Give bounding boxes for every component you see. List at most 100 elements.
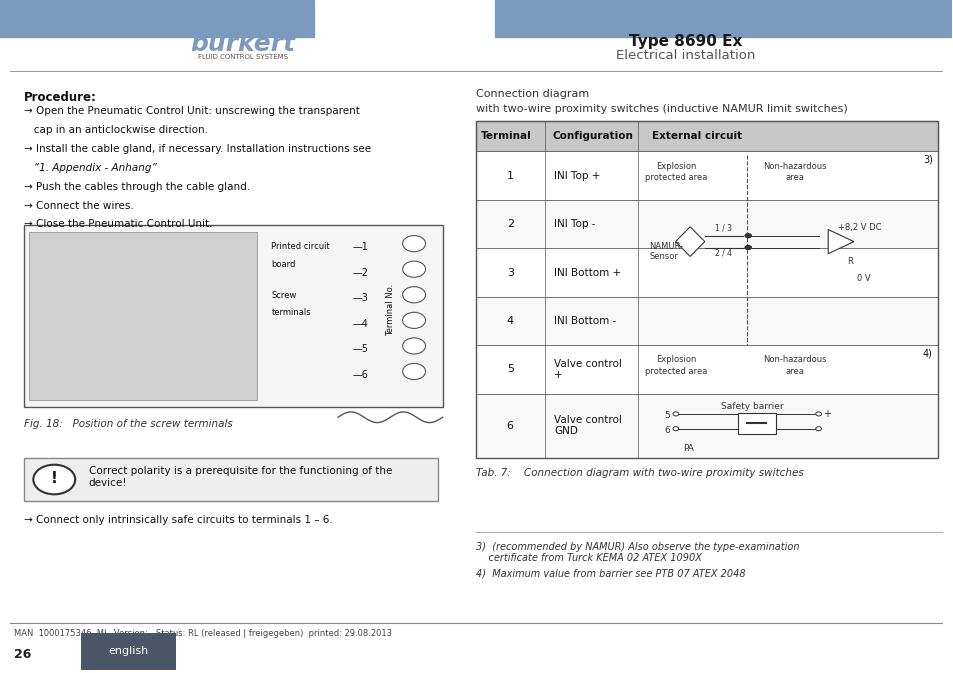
Circle shape — [402, 287, 425, 303]
Text: 1 / 3: 1 / 3 — [714, 223, 731, 232]
Text: bürkert: bürkert — [190, 32, 295, 56]
Text: Non-hazardous: Non-hazardous — [762, 162, 825, 170]
Text: Terminal: Terminal — [480, 131, 531, 141]
FancyBboxPatch shape — [24, 458, 437, 501]
Text: 5: 5 — [506, 365, 514, 374]
Text: board: board — [271, 260, 295, 269]
Bar — [476, 151, 937, 200]
Text: 3)  (recommended by NAMUR) Also observe the type-examination
    certificate fro: 3) (recommended by NAMUR) Also observe t… — [476, 542, 799, 563]
Text: Non-hazardous: Non-hazardous — [762, 355, 825, 364]
Text: Type 8690 Ex: Type 8690 Ex — [628, 34, 741, 49]
Bar — [81, 633, 176, 670]
Polygon shape — [675, 227, 704, 256]
Text: Printed circuit: Printed circuit — [271, 242, 330, 251]
Text: +8,2 V DC: +8,2 V DC — [837, 223, 881, 232]
Circle shape — [815, 412, 821, 416]
Text: —3: —3 — [352, 293, 368, 303]
Text: INI Bottom +: INI Bottom + — [554, 268, 620, 277]
Text: 4): 4) — [923, 349, 932, 359]
Text: —6: —6 — [352, 370, 368, 380]
Circle shape — [402, 236, 425, 252]
Circle shape — [33, 464, 75, 494]
Text: INI Bottom -: INI Bottom - — [554, 316, 616, 326]
Text: 4)  Maximum value from barrier see PTB 07 ATEX 2048: 4) Maximum value from barrier see PTB 07… — [476, 569, 745, 579]
Text: terminals: terminals — [271, 308, 311, 316]
Text: protected area: protected area — [644, 367, 706, 376]
Bar — [495, 0, 951, 37]
Text: → Connect the wires.: → Connect the wires. — [24, 201, 133, 211]
Text: !: ! — [51, 471, 57, 487]
Bar — [476, 297, 937, 345]
Text: Configuration: Configuration — [552, 131, 633, 141]
Text: → Install the cable gland, if necessary. Installation instructions see: → Install the cable gland, if necessary.… — [24, 144, 371, 154]
Text: Fig. 18:   Position of the screw terminals: Fig. 18: Position of the screw terminals — [24, 419, 233, 429]
Text: Valve control
+: Valve control + — [554, 359, 621, 380]
Text: —4: —4 — [352, 319, 368, 328]
Text: 4: 4 — [506, 316, 514, 326]
Text: area: area — [784, 173, 803, 182]
Text: —5: —5 — [352, 345, 368, 354]
Text: Safety barrier: Safety barrier — [720, 402, 782, 411]
Text: with two-wire proximity switches (inductive NAMUR limit switches): with two-wire proximity switches (induct… — [476, 104, 847, 114]
Text: 3: 3 — [506, 268, 514, 277]
Text: —1: —1 — [352, 242, 368, 252]
Text: 0 V: 0 V — [856, 274, 869, 283]
Text: cap in an anticlockwise direction.: cap in an anticlockwise direction. — [24, 125, 208, 135]
Text: FLUID CONTROL SYSTEMS: FLUID CONTROL SYSTEMS — [197, 55, 288, 60]
Bar — [476, 248, 937, 297]
Bar — [476, 394, 937, 458]
Polygon shape — [827, 229, 853, 254]
Text: “1. Appendix - Anhang”: “1. Appendix - Anhang” — [24, 163, 156, 173]
Text: Procedure:: Procedure: — [24, 91, 96, 104]
Bar — [0, 0, 314, 37]
Circle shape — [743, 245, 751, 250]
Text: area: area — [784, 367, 803, 376]
Circle shape — [743, 233, 751, 238]
Text: Tab. 7:    Connection diagram with two-wire proximity switches: Tab. 7: Connection diagram with two-wire… — [476, 468, 802, 478]
Text: R: R — [846, 257, 852, 267]
Text: → Close the Pneumatic Control Unit.: → Close the Pneumatic Control Unit. — [24, 219, 213, 229]
Bar — [476, 121, 937, 151]
Text: Valve control
GND: Valve control GND — [554, 415, 621, 437]
Bar — [737, 413, 775, 434]
Bar — [476, 345, 937, 394]
FancyBboxPatch shape — [24, 225, 442, 407]
Circle shape — [402, 312, 425, 328]
Text: protected area: protected area — [644, 173, 706, 182]
Text: Explosion: Explosion — [655, 162, 696, 170]
Text: 2 / 4: 2 / 4 — [714, 249, 731, 258]
Text: External circuit: External circuit — [652, 131, 741, 141]
Text: 3): 3) — [923, 155, 932, 165]
Text: Terminal No.: Terminal No. — [385, 283, 395, 336]
Text: Screw: Screw — [271, 291, 296, 300]
Text: Explosion: Explosion — [655, 355, 696, 364]
Circle shape — [402, 338, 425, 354]
Text: 2: 2 — [506, 219, 514, 229]
Text: NAMUR-
Sensor: NAMUR- Sensor — [649, 242, 682, 261]
Text: —2: —2 — [352, 268, 368, 277]
Text: PA: PA — [682, 444, 694, 452]
Bar — [476, 121, 937, 458]
Text: → Push the cables through the cable gland.: → Push the cables through the cable glan… — [24, 182, 250, 192]
Text: Connection diagram: Connection diagram — [476, 89, 589, 99]
Circle shape — [402, 261, 425, 277]
Text: → Open the Pneumatic Control Unit: unscrewing the transparent: → Open the Pneumatic Control Unit: unscr… — [24, 106, 359, 116]
Text: Correct polarity is a prerequisite for the functioning of the
device!: Correct polarity is a prerequisite for t… — [89, 466, 392, 488]
Bar — [29, 232, 256, 400]
Text: INI Top +: INI Top + — [554, 171, 599, 180]
Bar — [476, 200, 937, 248]
Text: INI Top -: INI Top - — [554, 219, 595, 229]
Text: 5: 5 — [663, 411, 670, 420]
Text: 6: 6 — [506, 421, 514, 431]
Text: Electrical installation: Electrical installation — [615, 48, 754, 62]
Text: english: english — [109, 647, 149, 656]
Text: +: + — [822, 409, 831, 419]
Circle shape — [672, 412, 678, 416]
Circle shape — [815, 427, 821, 431]
Text: 6: 6 — [663, 425, 670, 435]
Circle shape — [672, 427, 678, 431]
Circle shape — [402, 363, 425, 380]
Text: MAN  1000175346  ML  Version: - Status: RL (released | freigegeben)  printed: 29: MAN 1000175346 ML Version: - Status: RL … — [14, 629, 392, 638]
Text: 1: 1 — [506, 171, 514, 180]
Text: → Connect only intrinsically safe circuits to terminals 1 – 6.: → Connect only intrinsically safe circui… — [24, 515, 333, 525]
